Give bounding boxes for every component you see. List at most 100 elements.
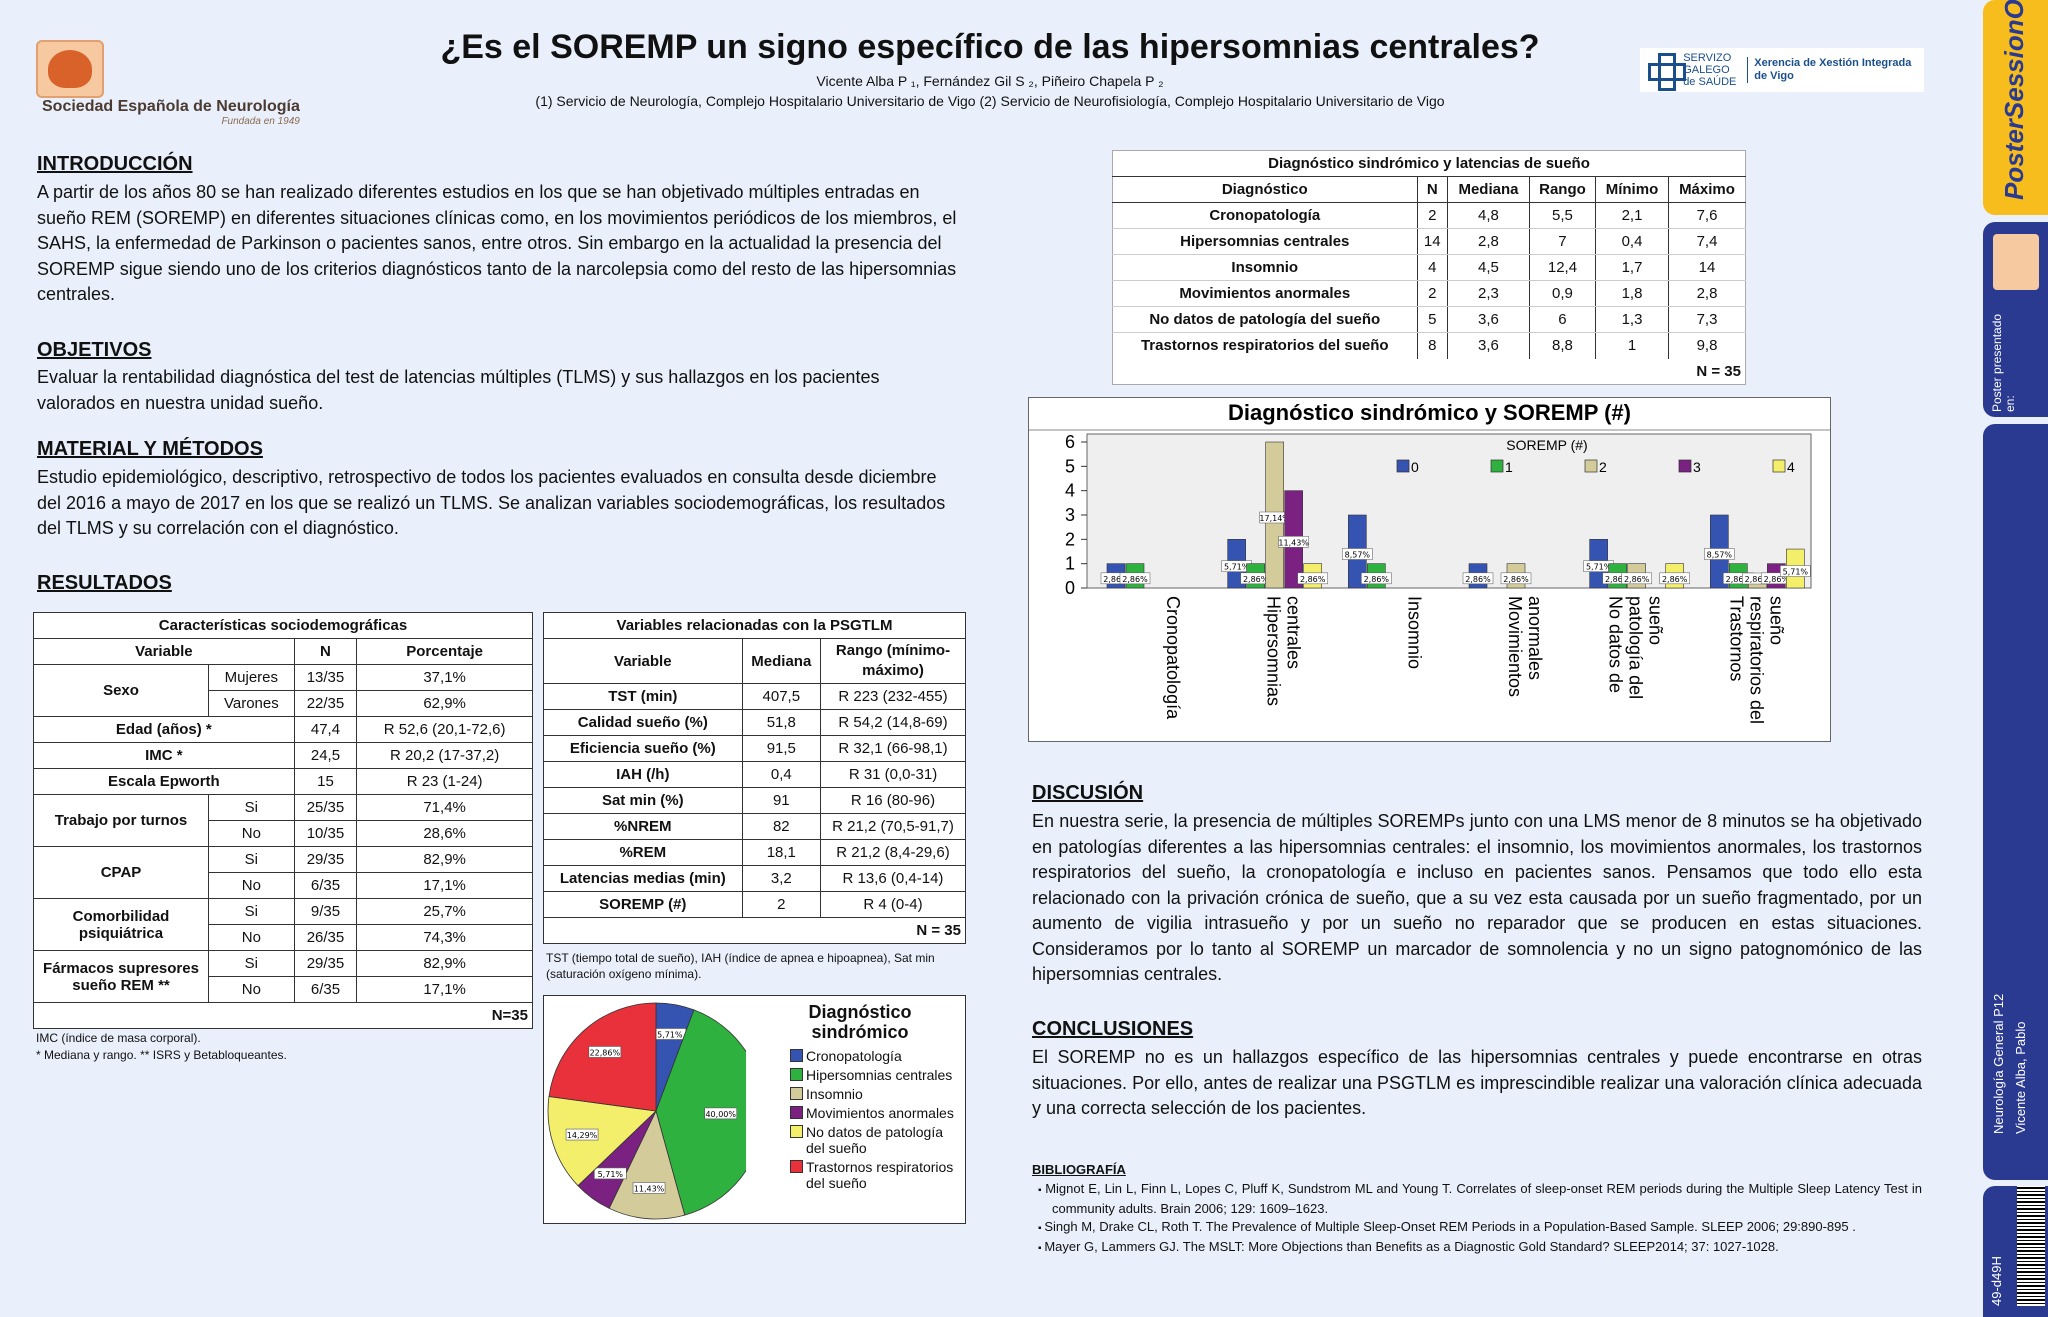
cell: 0,4 bbox=[741, 761, 822, 788]
cell: %NREM bbox=[543, 813, 743, 840]
y-tick-label: 2 bbox=[1065, 529, 1075, 549]
intro-text: A partir de los años 80 se han realizado… bbox=[37, 182, 957, 304]
legend-swatch-icon bbox=[1772, 459, 1786, 473]
table-header: Diagnóstico bbox=[1112, 176, 1418, 203]
legend-swatch-icon bbox=[790, 1106, 803, 1119]
cell: 9,8 bbox=[1696, 337, 1718, 355]
cell: 25/35 bbox=[293, 794, 358, 821]
svg-text:2,86%: 2,86% bbox=[1624, 575, 1650, 584]
table-header: N bbox=[1417, 176, 1449, 203]
cell: Edad (años) * bbox=[33, 716, 295, 743]
svg-text:respiratorios del: respiratorios del bbox=[1746, 596, 1766, 724]
bar-legend-item: 4 bbox=[1772, 459, 1795, 475]
sen-logo-name: Sociedad Española de Neurología bbox=[42, 98, 300, 115]
svg-text:2,86%: 2,86% bbox=[1300, 575, 1326, 584]
pie-legend-item: Hipersomnias centrales bbox=[790, 1067, 954, 1083]
cell: Mujeres bbox=[208, 664, 295, 691]
bar-data-label: 2,86% bbox=[1500, 572, 1532, 585]
legend-swatch-icon bbox=[790, 1087, 803, 1100]
bar-data-label: 5,71% bbox=[1780, 565, 1811, 577]
cell: 5 bbox=[1417, 306, 1449, 333]
bibliography-item: ▪ Mayer G, Lammers GJ. The MSLT: More Ob… bbox=[1038, 1239, 1779, 1254]
y-tick-label: 4 bbox=[1065, 481, 1075, 501]
pie-slice bbox=[547, 1096, 657, 1187]
pie-slice bbox=[655, 1009, 746, 1216]
session-text: Neurología General P12 bbox=[1991, 993, 2006, 1134]
psg-table-caption: Variables relacionadas con la PSGTLM bbox=[543, 612, 966, 639]
cell: 17,1% bbox=[356, 976, 533, 1003]
y-tick-label: 0 bbox=[1065, 578, 1075, 598]
cell: No datos de patología del sueño bbox=[1112, 306, 1418, 333]
svg-text:17,14%: 17,14% bbox=[1259, 514, 1290, 523]
bullet-icon: ▪ bbox=[1038, 1185, 1046, 1196]
pie-chart-title: Diagnóstico sindrómico bbox=[808, 1002, 912, 1042]
table-row: Comorbilidad psiquiátrica Si 9/35 25,7% bbox=[33, 898, 533, 951]
cell: R 54,2 (14,8-69) bbox=[820, 709, 966, 736]
svg-text:14,29%: 14,29% bbox=[567, 1131, 598, 1140]
legend-label: Insomnio bbox=[806, 1086, 863, 1102]
bar-legend-item: 2 bbox=[1584, 459, 1607, 475]
cell: 22/35 bbox=[293, 690, 358, 717]
cell: 4 bbox=[1417, 254, 1449, 281]
bar-data-label: 8,57% bbox=[1704, 548, 1735, 560]
cell: Trastornos respiratorios del sueño bbox=[1112, 332, 1418, 359]
cell: IAH (/h) bbox=[543, 761, 743, 788]
legend-label: 1 bbox=[1505, 459, 1513, 475]
cell: Si bbox=[208, 846, 295, 873]
table-row: SOREMP (#) 2 R 4 (0-4) bbox=[543, 891, 966, 918]
poster-session-brand[interactable]: PosterSessionOnline bbox=[1983, 0, 2048, 215]
author-text: Vicente Alba, Pablo bbox=[2013, 1021, 2028, 1134]
svg-text:5,71%: 5,71% bbox=[1224, 563, 1250, 572]
cell: R 13,6 (0,4-14) bbox=[820, 865, 966, 892]
svg-text:2,86%: 2,86% bbox=[1726, 575, 1752, 584]
cell: 37,1% bbox=[356, 664, 533, 691]
cell: 47,4 bbox=[293, 716, 358, 743]
cell: No bbox=[208, 820, 295, 847]
svg-text:Insomnio: Insomnio bbox=[1404, 596, 1424, 669]
bullet-icon: ▪ bbox=[1038, 1223, 1045, 1234]
svg-text:22,86%: 22,86% bbox=[590, 1048, 621, 1057]
cell: 5,5 bbox=[1529, 202, 1597, 229]
x-tick-label: Movimientos anormales bbox=[1505, 596, 1545, 697]
pie-legend-item: Insomnio bbox=[790, 1086, 954, 1102]
table-row: Eficiencia sueño (%) 91,5 R 32,1 (66-98,1) bbox=[543, 735, 966, 762]
bar-legend-item: 1 bbox=[1490, 459, 1513, 475]
svg-text:2,86%: 2,86% bbox=[1764, 575, 1790, 584]
methods-heading: MATERIAL Y MÉTODOS bbox=[37, 438, 263, 460]
pie-data-label: 5,71% bbox=[594, 1167, 627, 1180]
cell: 2 bbox=[741, 891, 822, 918]
cell: 9/35 bbox=[293, 898, 358, 925]
svg-text:5,71%: 5,71% bbox=[598, 1170, 624, 1179]
y-tick-label: 5 bbox=[1065, 456, 1075, 476]
cell: 82,9% bbox=[356, 846, 533, 873]
table-row: Movimientos anormales 2 2,3 0,9 1,8 2,8 bbox=[1112, 280, 1746, 307]
bar-legend-item: 0 bbox=[1396, 459, 1419, 475]
legend-label: del sueño bbox=[806, 1140, 867, 1156]
cell: Calidad sueño (%) bbox=[543, 709, 743, 736]
table-row: No 6/35 17,1% bbox=[34, 872, 533, 899]
sergas-logo-org: Xerencia de Xestión Integrada de Vigo bbox=[1747, 57, 1920, 83]
diag-table: Diagnóstico sindrómico y latencias de su… bbox=[1112, 150, 1746, 385]
cell: 91 bbox=[741, 787, 822, 814]
cell: Trabajo por turnos bbox=[33, 794, 209, 847]
bar-chart-title: Diagnóstico sindrómico y SOREMP (#) bbox=[1228, 400, 1631, 425]
table-row: Edad (años) * 47,4 R 52,6 (20,1-72,6) bbox=[33, 716, 533, 743]
table-header: Mediana bbox=[741, 638, 822, 684]
cell: 2,3 bbox=[1447, 280, 1530, 307]
cell: R 52,6 (20,1-72,6) bbox=[356, 716, 533, 743]
legend-label: 2 bbox=[1599, 459, 1607, 475]
cell: Cronopatología bbox=[1112, 202, 1418, 229]
cell: Eficiencia sueño (%) bbox=[543, 735, 743, 762]
table-header: Rango (mínimo-máximo) bbox=[820, 638, 966, 684]
svg-text:8,57%: 8,57% bbox=[1345, 551, 1371, 560]
svg-text:2,86%: 2,86% bbox=[1605, 575, 1631, 584]
table-header: Máximo bbox=[1668, 176, 1746, 203]
svg-text:11,43%: 11,43% bbox=[634, 1184, 665, 1193]
table-row: Sat min (%) 91 R 16 (80-96) bbox=[543, 787, 966, 814]
cell: 24,5 bbox=[293, 742, 358, 769]
cell: 2 bbox=[1417, 280, 1449, 307]
legend-swatch-icon bbox=[790, 1160, 803, 1173]
table-header: N bbox=[293, 638, 358, 665]
cell: 4,5 bbox=[1447, 254, 1530, 281]
objectives-text: Evaluar la rentabilidad diagnóstica del … bbox=[37, 367, 880, 413]
